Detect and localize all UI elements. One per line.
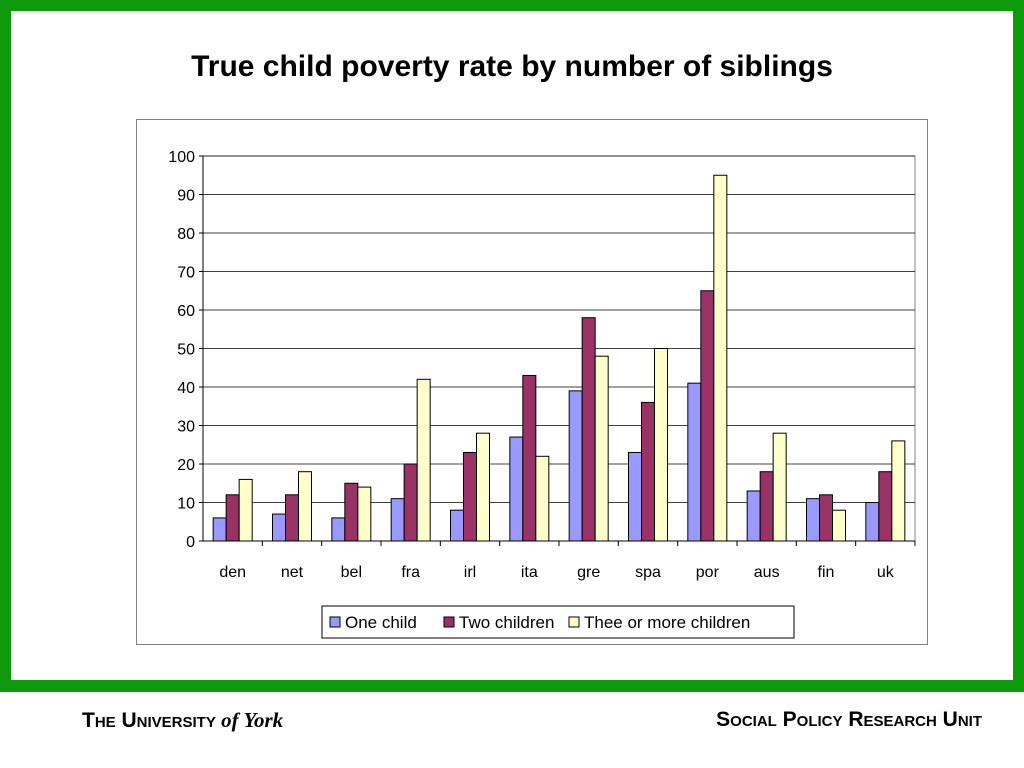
y-tick-label: 100 [168, 149, 195, 166]
x-tick-label: fra [401, 564, 420, 581]
bar [891, 440, 906, 542]
x-tick-label: spa [635, 564, 661, 581]
x-tick-label: fin [818, 564, 835, 581]
bar [568, 390, 583, 542]
bar [772, 432, 787, 542]
x-tick-label: uk [877, 564, 895, 581]
bar-chart: 0 10 20 30 40 50 60 70 80 90 100 den net bel fra irl ita… [168, 149, 916, 639]
x-tick-label: aus [754, 564, 780, 581]
bar [225, 494, 240, 542]
y-tick-label: 70 [177, 265, 195, 282]
legend-swatch [568, 616, 580, 628]
bar [212, 517, 227, 542]
bar [628, 451, 642, 542]
bar [865, 502, 880, 542]
y-tick-label: 60 [177, 303, 195, 320]
x-tick-label: por [696, 564, 720, 581]
legend-swatch [329, 616, 341, 628]
y-tick-label: 80 [177, 226, 195, 243]
bar [581, 317, 596, 542]
york-label: of York [221, 708, 284, 732]
bar [331, 517, 346, 542]
y-tick-label: 50 [177, 342, 195, 359]
x-tick-label: net [281, 564, 304, 581]
bar [687, 382, 702, 542]
bar [403, 463, 418, 542]
y-tick-label: 40 [177, 380, 195, 397]
bar [746, 490, 761, 542]
bar [238, 478, 253, 542]
bar [463, 451, 477, 542]
bar [535, 455, 550, 542]
bar [594, 355, 609, 542]
bar [344, 482, 359, 542]
bar [819, 494, 833, 542]
bar [713, 174, 728, 542]
bar [641, 401, 655, 542]
y-tick-label: 0 [186, 534, 195, 551]
legend-box [321, 605, 795, 639]
bar [272, 513, 286, 542]
university-logo-text: The University of York [82, 708, 283, 733]
legend-label: Two children [459, 613, 554, 632]
research-unit-label: Social Policy Research Unit [716, 708, 982, 731]
bar [806, 498, 820, 542]
x-tick-label: den [219, 564, 246, 581]
bar [759, 471, 774, 542]
legend-swatch [443, 616, 455, 628]
university-label: The University [82, 709, 216, 732]
y-tick-label: 90 [177, 188, 195, 205]
bar [832, 509, 846, 542]
x-tick-label: ita [521, 564, 538, 581]
bar [878, 471, 893, 542]
bar [654, 348, 668, 542]
bar [416, 378, 431, 542]
bar [476, 432, 490, 542]
legend-label: One child [345, 613, 417, 632]
legend-label: Thee or more children [584, 613, 750, 632]
y-tick-label: 10 [177, 496, 195, 513]
bar [509, 436, 524, 542]
y-tick-label: 20 [177, 457, 195, 474]
x-tick-label: bel [341, 564, 362, 581]
y-tick-label: 30 [177, 419, 195, 436]
bar [700, 290, 715, 542]
chart-area: 0 10 20 30 40 50 60 70 80 90 100 den net bel fra irl ita… [136, 119, 928, 645]
slide-title: True child poverty rate by number of sib… [191, 50, 833, 83]
bar [450, 509, 464, 542]
bar [298, 471, 312, 542]
bar [285, 494, 299, 542]
x-tick-label: gre [577, 564, 600, 581]
bar [522, 374, 537, 542]
bar [390, 498, 405, 542]
bar [357, 486, 372, 542]
x-tick-label: irl [464, 564, 476, 581]
